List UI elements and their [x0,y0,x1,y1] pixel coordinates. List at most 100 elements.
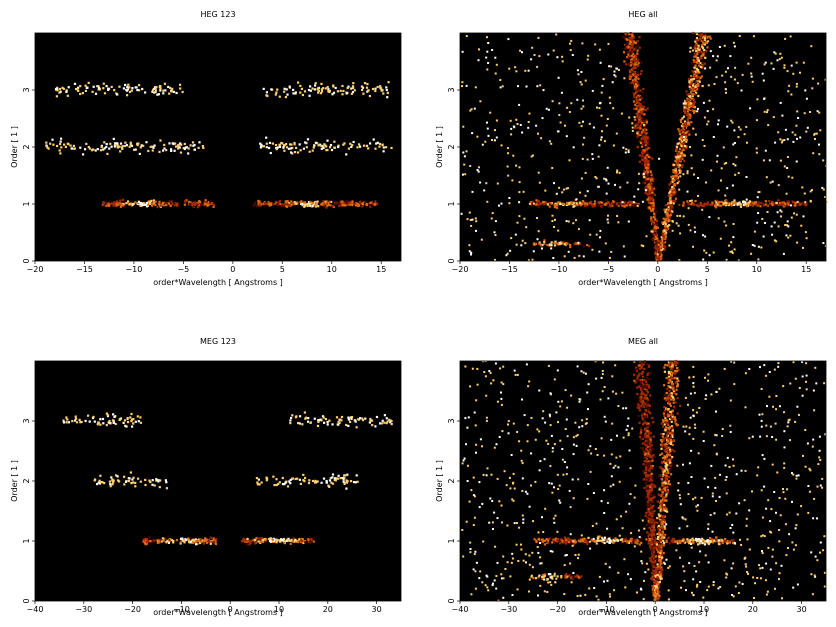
heatmap-cell [548,537,551,540]
heatmap-cell [767,124,770,127]
heatmap-cell [698,51,701,54]
heatmap-cell [167,202,170,205]
heatmap-cell [681,539,684,542]
y-tick-label: 0 [22,598,31,603]
heatmap-cell [649,394,652,397]
heatmap-cell [795,85,798,88]
heatmap-cell [77,89,80,92]
heatmap-cell [102,148,105,151]
heatmap-cell [500,144,503,147]
heatmap-cell [533,54,536,56]
heatmap-cell [674,163,677,166]
heatmap-cell [473,107,476,110]
heatmap-cell [647,465,650,468]
heatmap-cell [145,541,148,544]
heatmap-cell [130,412,133,416]
heatmap-cell [653,455,656,458]
heatmap-cell [769,202,772,205]
heatmap-cell [541,577,544,581]
heatmap-cell [349,480,353,483]
heatmap-cell [761,218,764,220]
heatmap-cell [607,205,610,208]
heatmap-cell [354,203,357,206]
heatmap-cell [293,143,296,146]
heatmap-cell [119,142,123,145]
heatmap-cell [331,482,335,485]
heatmap-cell [640,401,643,404]
heatmap-cell [273,484,276,487]
heatmap-cell [248,539,251,542]
heatmap-cell [665,208,668,211]
heatmap-cell [548,205,551,208]
heatmap-cell [608,537,611,540]
heatmap-cell [733,129,736,132]
heatmap-cell [650,178,653,181]
heatmap-cell [549,244,552,247]
heatmap-cell [650,173,653,176]
heatmap-cell [322,200,325,203]
heatmap-cell [627,45,630,49]
heatmap-cell [647,499,650,502]
heatmap-cell [142,144,145,147]
heatmap-cell [614,183,616,186]
heatmap-cell [289,419,292,422]
heatmap-cell [519,124,522,126]
heatmap-cell [682,146,685,150]
heatmap-cell [335,416,339,419]
heatmap-cell [566,242,569,245]
heatmap-cell [646,523,649,526]
heatmap-cell [200,203,203,207]
heatmap-cell [190,203,193,206]
heatmap-cell [494,56,497,59]
heatmap-cell [510,133,513,136]
heatmap-cell [650,504,653,508]
heatmap-cell [138,84,141,87]
heatmap-cell [159,204,163,207]
heatmap-cell [134,481,137,484]
heatmap-cell [537,576,540,579]
heatmap-cell [611,81,614,84]
heatmap-cell [646,517,649,520]
heatmap-cell [623,203,626,206]
heatmap-cell [592,539,595,542]
heatmap-cell [648,466,651,469]
chart-title: HEG all [628,10,658,19]
heatmap-cell [640,396,643,399]
heatmap-cell [658,157,661,160]
heatmap-cell [679,159,682,162]
heatmap-cell [192,201,195,204]
heatmap-cell [338,203,341,206]
heatmap-cell [71,420,74,423]
heatmap-cell [653,578,656,581]
heatmap-cell [689,538,692,541]
heatmap-cell [784,202,787,206]
heatmap-cell [637,117,640,120]
heatmap-cell [805,97,808,100]
heatmap-cell [647,188,650,191]
heatmap-cell [548,202,551,205]
heatmap-cell [651,230,654,233]
heatmap-cell [637,402,640,405]
heatmap-cell [645,393,648,397]
heatmap-cell [654,240,657,243]
heatmap-cell [149,540,152,543]
heatmap-cell [84,84,87,87]
heatmap-cell [371,87,375,91]
heatmap-cell [783,64,786,67]
heatmap-cell [584,194,587,197]
heatmap-cell [64,145,67,148]
heatmap-cell [110,476,113,479]
heatmap-cell [495,63,498,66]
heatmap-cell [636,49,639,52]
heatmap-cell [642,101,645,104]
heatmap-cell [615,538,618,541]
heatmap-cell [729,250,732,253]
heatmap-cell [385,86,388,89]
heatmap-cell [683,145,687,148]
heatmap-cell [633,204,636,207]
heatmap-cell [635,115,639,118]
heatmap-cell [626,38,629,41]
heatmap-cell [265,142,268,145]
heatmap-cell [716,160,718,163]
heatmap-cell [570,39,573,42]
